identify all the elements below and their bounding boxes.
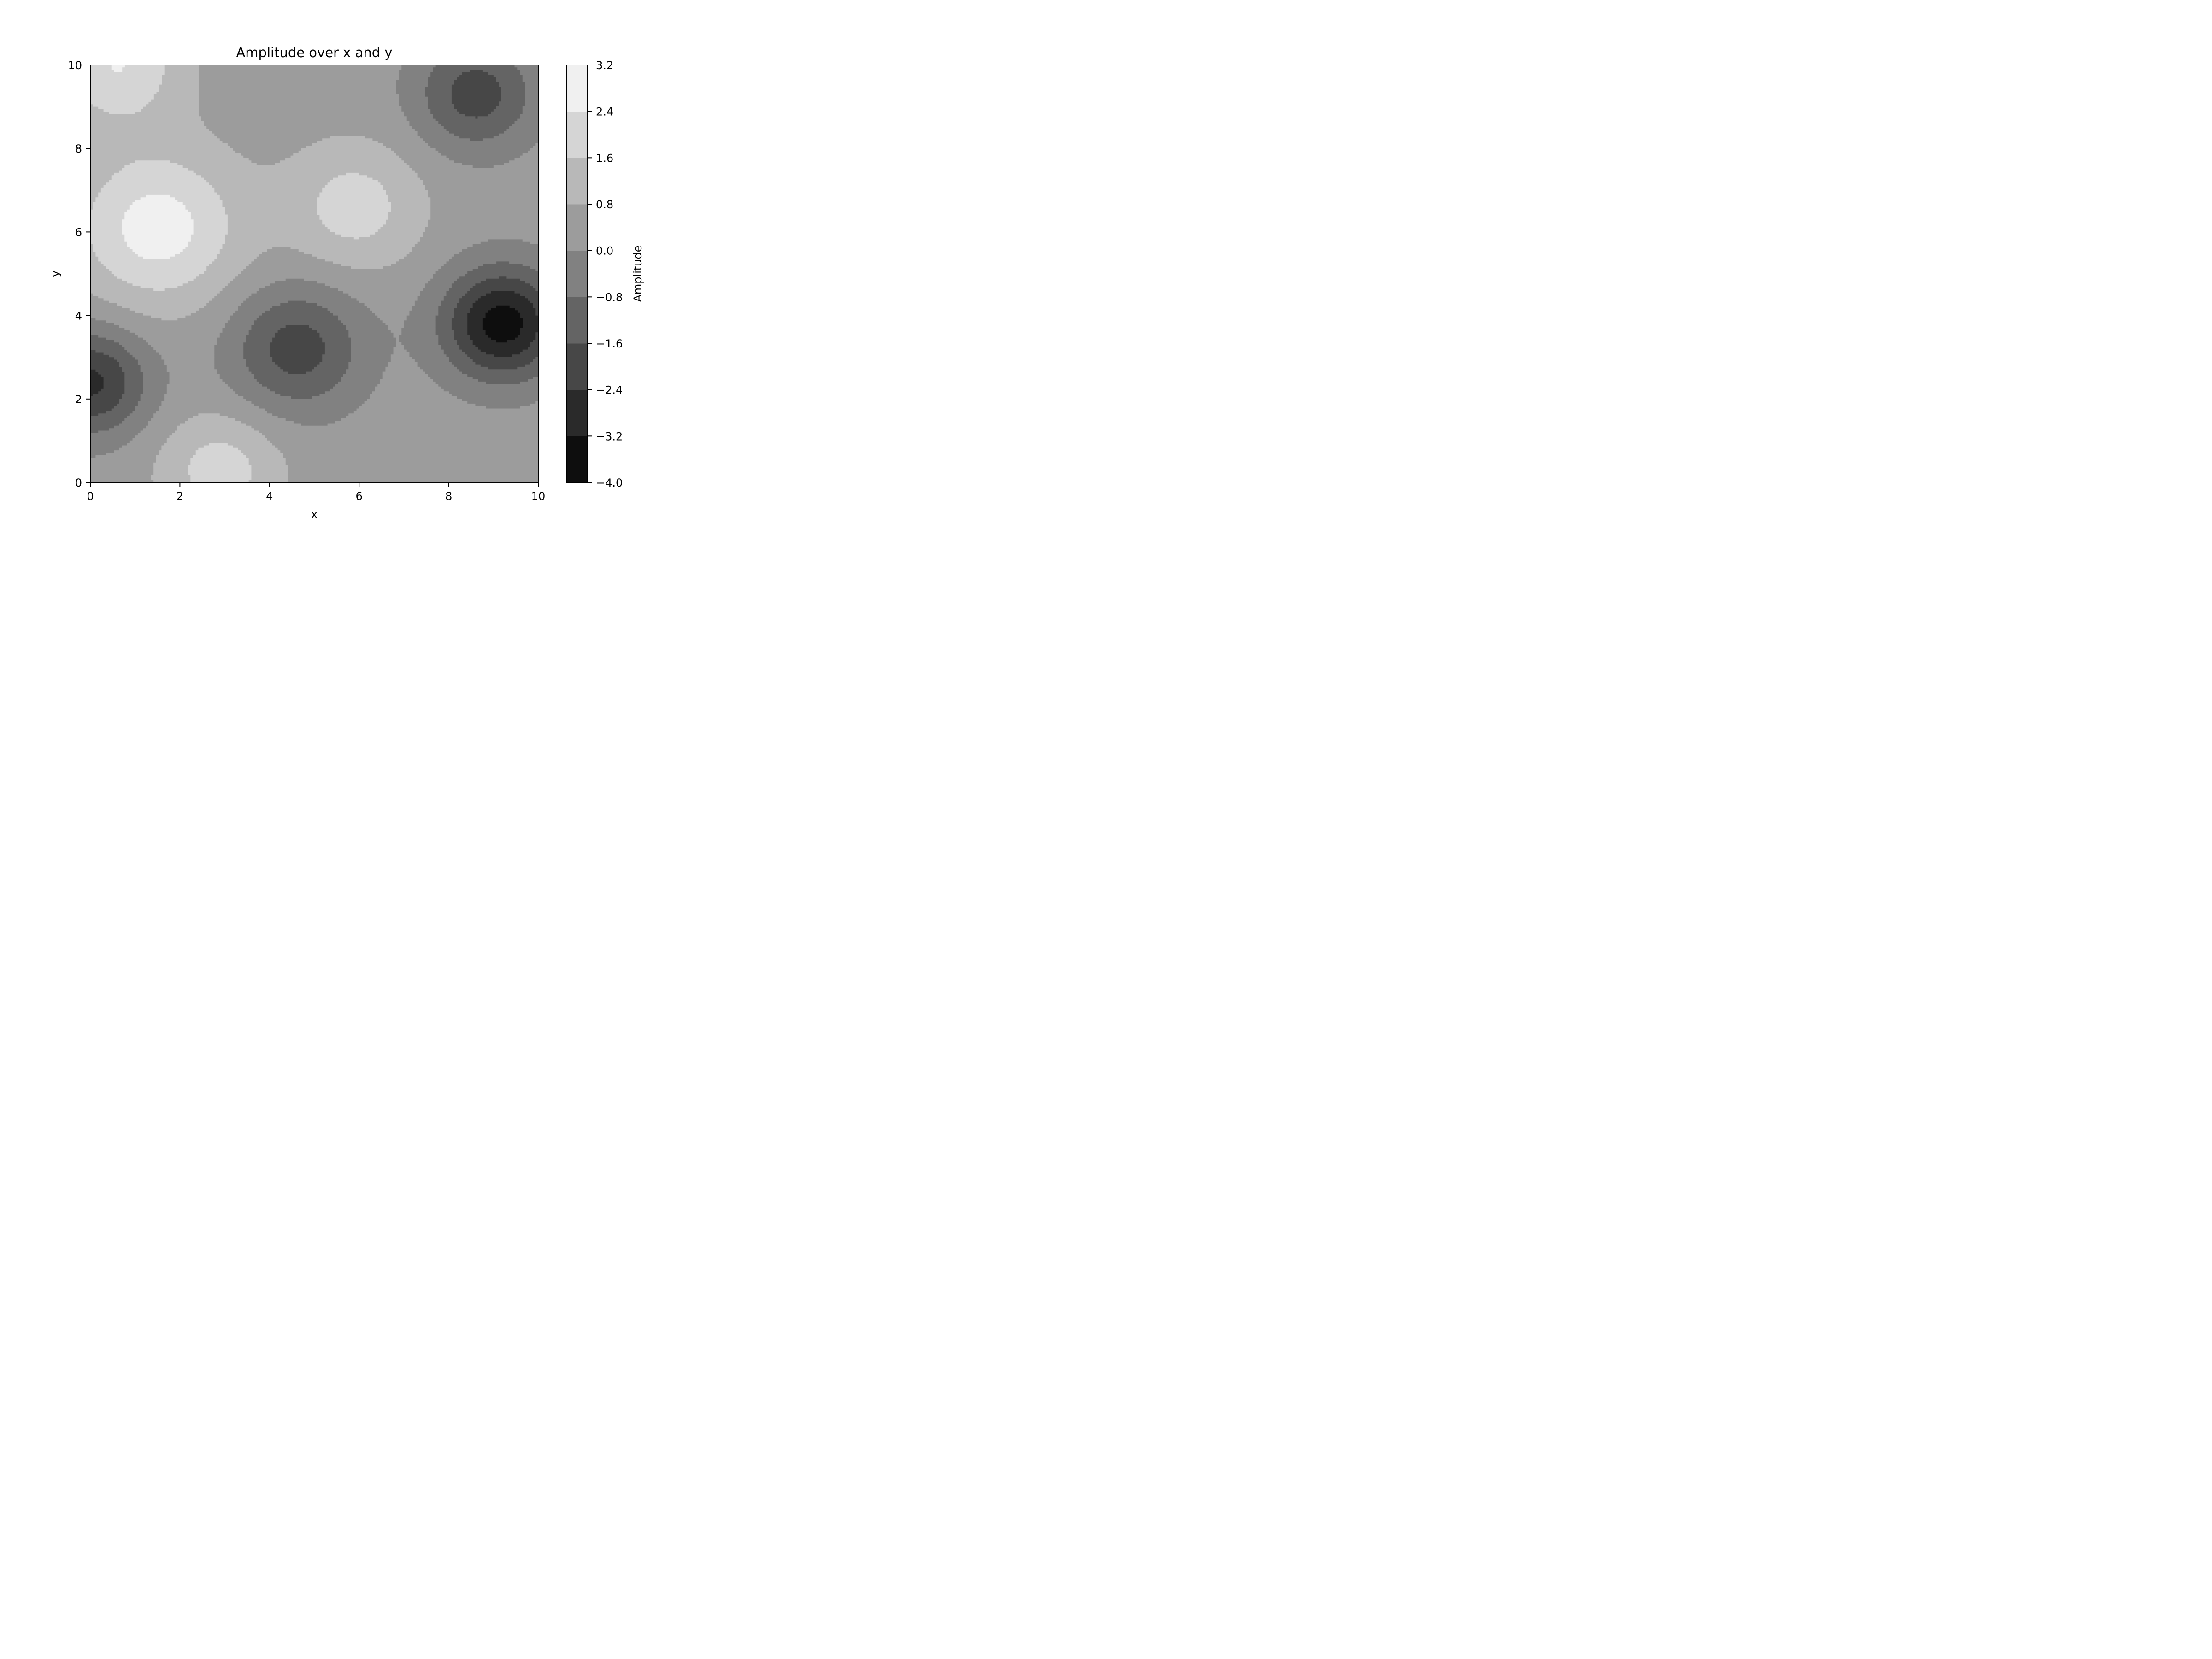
- colorbar-tick-label: −3.2: [596, 430, 623, 443]
- y-axis: 0 2 4 6 8 10: [68, 59, 90, 489]
- x-tick-label: 0: [87, 490, 94, 503]
- colorbar-band: [566, 158, 588, 204]
- colorbar-band: [566, 204, 588, 251]
- colorbar-bands: [566, 65, 588, 483]
- colorbar-tick-label: −1.6: [596, 337, 623, 350]
- x-axis-label: x: [311, 508, 318, 521]
- colorbar-band: [566, 112, 588, 158]
- x-axis: 0 2 4 6 8 10: [87, 482, 545, 503]
- colorbar-band: [566, 251, 588, 297]
- y-tick-label: 6: [75, 226, 82, 239]
- contour-fill-layer: [90, 65, 539, 482]
- y-tick-label: 0: [75, 477, 82, 489]
- colorbar-tick-label: 0.0: [596, 245, 613, 258]
- x-tick-label: 8: [445, 490, 452, 503]
- colorbar-tick-label: 3.2: [596, 59, 613, 72]
- colorbar-tick-label: −0.8: [596, 291, 623, 304]
- colorbar-tick-label: −2.4: [596, 384, 623, 397]
- colorbar-band: [566, 390, 588, 436]
- colorbar-band: [566, 65, 588, 112]
- y-tick-label: 8: [75, 142, 82, 155]
- x-tick-label: 4: [266, 490, 273, 503]
- y-tick-label: 2: [75, 393, 82, 406]
- colorbar-tick-label: 1.6: [596, 152, 613, 165]
- chart-title: Amplitude over x and y: [236, 45, 392, 60]
- colorbar-tick-label: −4.0: [596, 477, 623, 489]
- x-tick-label: 6: [356, 490, 363, 503]
- contour-figure: Amplitude over x and y 0 2 4 6 8 10 0 2 4 6 8 10 x…: [0, 0, 712, 535]
- contour-band-0: [483, 306, 523, 343]
- colorbar: −4.0 −3.2 −2.4 −1.6 −0.8 0.0 0.8 1.6 2.4 3.2 Ampl…: [566, 59, 644, 489]
- colorbar-ticks: −4.0 −3.2 −2.4 −1.6 −0.8 0.0 0.8 1.6 2.4 3.2: [588, 59, 623, 489]
- y-tick-label: 10: [68, 59, 82, 72]
- plot-area: [90, 65, 539, 482]
- y-axis-label: y: [49, 271, 62, 277]
- colorbar-band: [566, 297, 588, 343]
- colorbar-label: Amplitude: [631, 246, 644, 302]
- x-tick-label: 10: [531, 490, 546, 503]
- y-tick-label: 4: [75, 310, 82, 323]
- colorbar-band: [566, 343, 588, 390]
- colorbar-band: [566, 436, 588, 482]
- colorbar-tick-label: 0.8: [596, 198, 613, 211]
- colorbar-tick-label: 2.4: [596, 106, 613, 118]
- x-tick-label: 2: [176, 490, 183, 503]
